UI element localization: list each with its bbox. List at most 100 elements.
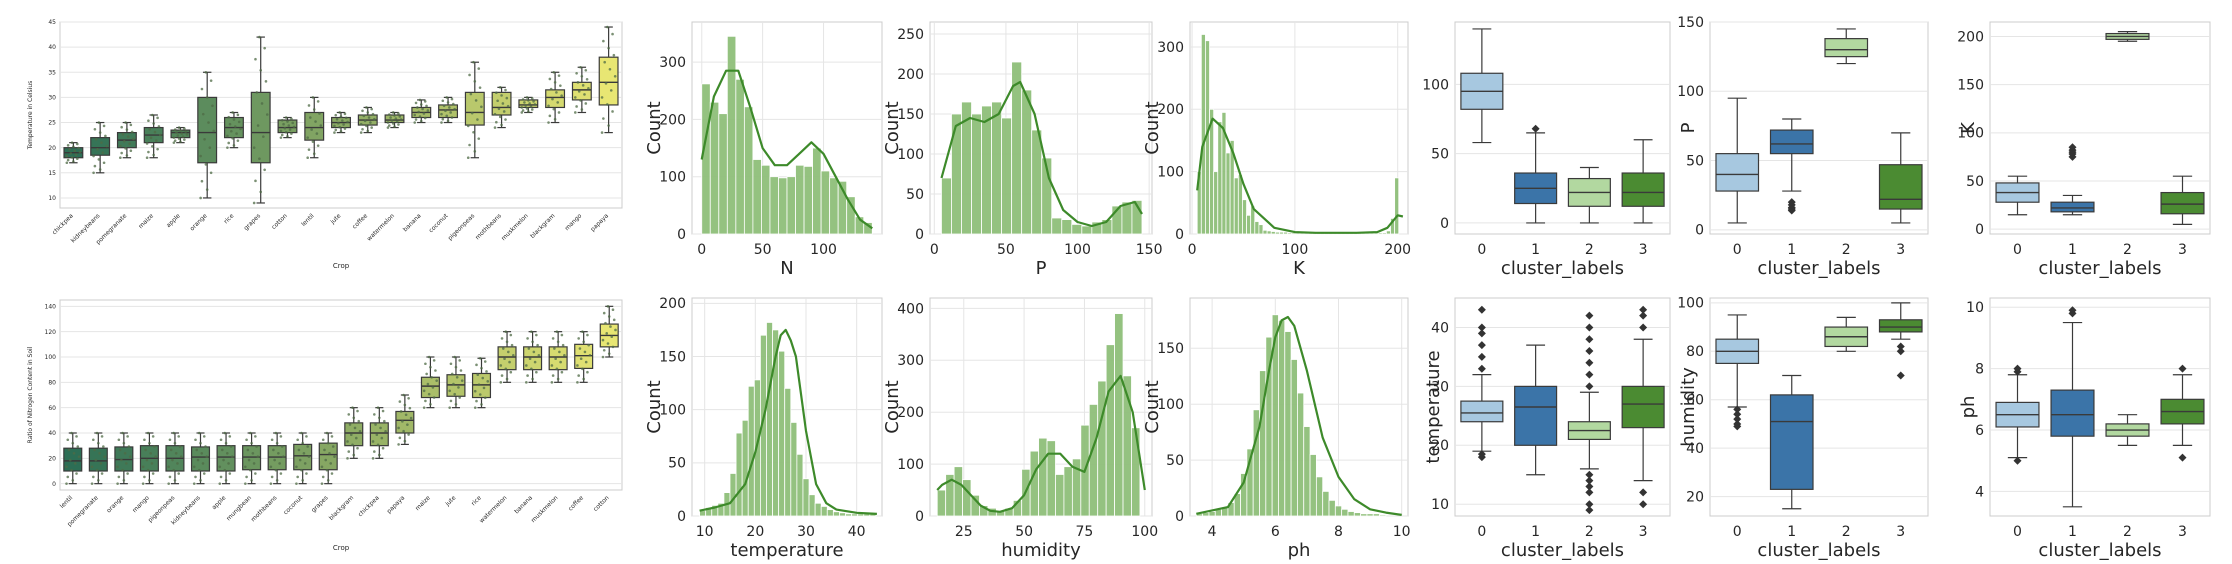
swarm-point	[333, 124, 336, 128]
histogram-bar	[832, 511, 840, 517]
chart-svg: 0 50 100 150 200 0 1 2 3 cluster_labels K	[1957, 21, 2211, 279]
histogram-bar	[1341, 508, 1349, 517]
histogram-bar	[845, 513, 853, 517]
histogram-bar	[951, 113, 962, 235]
swarm-point	[485, 370, 488, 373]
swarm-point	[258, 157, 261, 161]
swarm-point	[334, 113, 338, 117]
outlier-point	[1639, 323, 1648, 332]
swarm-point	[305, 435, 308, 438]
swarm-point	[390, 119, 394, 122]
swarm-point	[260, 102, 264, 105]
swarm-point	[233, 125, 237, 128]
histogram-bar	[1055, 474, 1065, 517]
x-tick-label: muskmelon	[530, 494, 560, 524]
swarm-point	[265, 113, 269, 116]
swarm-point	[548, 77, 552, 81]
swarm-point	[533, 360, 537, 364]
y-tick-label: 150	[1677, 15, 1704, 31]
swarm-point	[263, 46, 266, 50]
swarm-point	[552, 107, 556, 111]
swarm-point	[531, 377, 534, 381]
swarm-point	[432, 396, 436, 399]
histogram-bar	[991, 101, 1003, 235]
swarm-point	[510, 343, 514, 347]
histogram-bar	[808, 494, 816, 517]
swarm-point	[530, 97, 534, 100]
swarm-point	[201, 462, 205, 465]
swarm-point	[154, 455, 157, 458]
histogram-bar	[1131, 427, 1141, 517]
swarm-point	[255, 445, 258, 448]
swarm-point	[323, 448, 326, 452]
x-tick-label: 20	[746, 524, 764, 540]
y-axis-label: temperature	[1423, 350, 1444, 463]
swarm-point	[269, 482, 273, 485]
swarm-point	[200, 87, 204, 91]
swarm-point	[580, 74, 584, 78]
box	[369, 422, 389, 447]
swarm-point	[601, 338, 605, 342]
swarm-point	[393, 125, 396, 128]
y-tick-label: 300	[1157, 40, 1184, 56]
histogram-bar	[784, 387, 792, 517]
swarm-point	[559, 84, 562, 87]
x-tick-label: jute	[329, 212, 343, 226]
x-axis-label: Crop	[333, 262, 350, 270]
swarm-point	[212, 129, 216, 133]
x-tick-label: coffee	[351, 212, 369, 230]
swarm-point	[359, 122, 363, 126]
y-tick-label: 200	[897, 405, 924, 421]
swarm-point	[547, 104, 550, 108]
kde-line	[940, 80, 1143, 228]
swarm-point	[376, 443, 380, 447]
swarm-point	[466, 156, 470, 160]
swarm-point	[352, 416, 356, 420]
swarm-point	[472, 130, 475, 134]
swarm-point	[357, 419, 361, 423]
swarm-point	[413, 113, 417, 117]
swarm-point	[529, 105, 533, 108]
swarm-point	[347, 413, 351, 416]
swarm-point	[557, 111, 561, 114]
swarm-point	[125, 154, 129, 157]
outlier-point	[1477, 450, 1486, 459]
swarm-point	[128, 142, 131, 145]
swarm-point	[311, 96, 315, 99]
swarm-point	[306, 156, 309, 160]
swarm-point	[419, 103, 423, 106]
swarm-point	[204, 163, 208, 166]
swarm-point	[370, 126, 373, 129]
swarm-point	[320, 465, 324, 469]
swarm-point	[218, 482, 222, 485]
histogram-bar	[1274, 231, 1280, 235]
outlier-point	[1531, 124, 1540, 133]
swarm-point	[117, 438, 121, 442]
box	[88, 447, 108, 472]
x-tick-label: 10	[696, 524, 714, 540]
swarm-point	[446, 119, 450, 123]
swarm-point	[499, 381, 503, 384]
histogram-bar	[1114, 313, 1124, 517]
histogram-bar	[981, 105, 992, 235]
swarm-point	[506, 350, 510, 354]
swarm-point	[585, 78, 589, 81]
swarm-point	[609, 325, 612, 328]
box	[1514, 385, 1558, 446]
swarm-point	[151, 113, 154, 117]
box	[344, 422, 364, 447]
swarm-point	[126, 435, 129, 438]
histogram-bar	[726, 35, 737, 235]
swarm-point	[231, 455, 234, 458]
swarm-point	[153, 130, 157, 134]
swarm-point	[495, 91, 498, 95]
swarm-point	[387, 113, 391, 116]
swarm-point	[556, 340, 560, 344]
swarm-point	[209, 79, 213, 82]
swarm-point	[124, 121, 127, 124]
x-tick-label: 3	[1639, 524, 1648, 540]
swarm-point	[256, 455, 260, 458]
y-axis-label: Count	[882, 380, 903, 433]
histogram-bar	[829, 177, 839, 235]
x-tick-label: 3	[2178, 242, 2187, 258]
